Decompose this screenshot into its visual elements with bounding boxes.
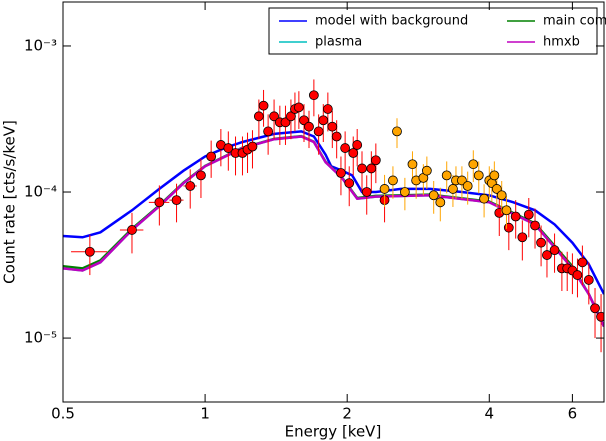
data-point: [501, 205, 512, 216]
data-point: [269, 111, 279, 122]
data-point: [247, 141, 258, 152]
data-point: [127, 225, 137, 235]
data-point: [327, 121, 338, 132]
data-point: [154, 197, 165, 208]
data-point: [366, 163, 377, 174]
y-tick-label: 10⁻⁴: [24, 183, 57, 201]
data-point: [428, 190, 439, 201]
data-point: [258, 100, 269, 111]
legend-label: main component: [543, 14, 606, 29]
legend-label: plasma: [315, 35, 362, 50]
legend-label: hmxb: [543, 35, 580, 50]
data-point: [530, 220, 540, 231]
data-point: [583, 275, 594, 285]
data-point: [489, 170, 500, 181]
legend-label: model with background: [315, 14, 468, 29]
data-point: [370, 155, 381, 166]
x-axis-label: Energy [keV]: [285, 423, 382, 441]
data-point: [280, 117, 291, 128]
data-point: [399, 187, 410, 197]
axes-frame: [62, 1, 605, 403]
data-point: [388, 175, 398, 186]
data-point: [185, 181, 196, 191]
model-line: [63, 135, 604, 328]
x-tick-label: 0.5: [51, 405, 75, 423]
data-point: [348, 148, 359, 158]
data-point: [496, 190, 507, 201]
data-point: [479, 193, 489, 204]
x-tick-label: 6: [568, 405, 578, 423]
data-point: [392, 126, 402, 137]
model-line: [63, 130, 604, 295]
data-point: [308, 90, 319, 101]
data-point: [299, 115, 309, 126]
data-point: [84, 246, 95, 257]
data-point: [510, 211, 521, 222]
x-tick-label: 4: [485, 405, 495, 423]
data-point: [441, 170, 452, 181]
data-point: [572, 270, 583, 280]
x-tick-label: 1: [200, 405, 210, 423]
data-point: [336, 168, 346, 178]
legend: model with background main component plasm…: [268, 7, 606, 55]
data-point: [196, 170, 206, 181]
y-axis-label: Count rate [cts/s/keV]: [1, 120, 19, 284]
data-point: [577, 257, 588, 268]
data-point: [340, 143, 351, 153]
data-point: [596, 311, 604, 322]
data-point: [517, 232, 528, 243]
y-tick-label: 10⁻⁵: [24, 329, 57, 347]
data-point: [263, 126, 274, 137]
data-point: [473, 170, 484, 181]
y-tick-label: 10⁻³: [24, 36, 57, 54]
data-point: [322, 104, 333, 114]
data-point: [468, 159, 479, 170]
data-point: [223, 143, 234, 153]
data-point: [352, 140, 363, 150]
data-point: [304, 121, 314, 132]
data-point: [331, 131, 342, 142]
data-point: [361, 187, 372, 197]
plot-area: [63, 79, 604, 353]
legend-box: [268, 7, 598, 55]
data-point: [421, 165, 432, 176]
data-point: [503, 222, 514, 233]
data-point: [407, 159, 418, 170]
data-point: [523, 209, 534, 220]
data-point: [357, 163, 367, 174]
data-point: [542, 250, 552, 260]
data-point: [253, 111, 264, 122]
data-point: [318, 115, 329, 126]
data-point: [435, 197, 446, 208]
data-point: [549, 245, 560, 256]
data-point: [448, 184, 458, 194]
data-point: [313, 126, 324, 137]
model-line: [63, 134, 604, 328]
data-point: [379, 184, 390, 194]
x-tick-label: 2: [342, 405, 352, 423]
data-point: [206, 151, 217, 162]
model-line: [63, 135, 604, 328]
data-point: [344, 178, 355, 189]
data-point: [590, 303, 600, 314]
data-point: [462, 181, 473, 191]
data-point: [536, 237, 546, 248]
data-point: [171, 195, 182, 206]
data-point: [293, 102, 304, 113]
